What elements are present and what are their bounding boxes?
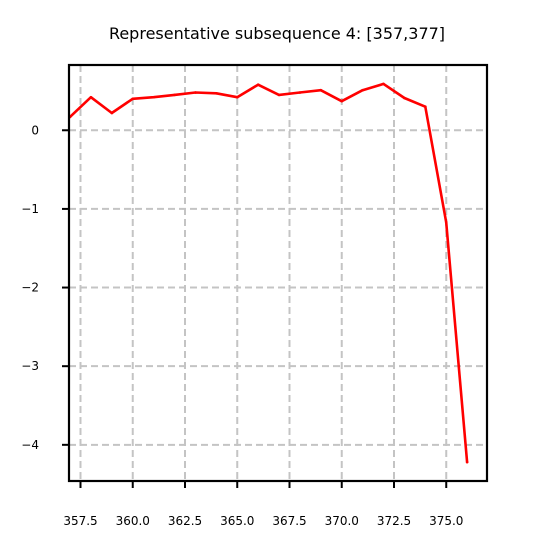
y-tick-label: −3: [21, 359, 39, 373]
data-point: [215, 92, 218, 95]
y-tick-label: −2: [21, 281, 39, 295]
series-line: [68, 82, 469, 464]
data-point: [340, 99, 344, 103]
data-point: [465, 460, 469, 464]
x-tick-label: 362.5: [168, 514, 202, 528]
data-point: [424, 105, 427, 108]
x-tick-label: 365.0: [220, 514, 254, 528]
data-point: [194, 91, 197, 94]
y-tick-label: −4: [21, 438, 39, 452]
y-tick-label: 0: [31, 123, 39, 137]
data-point: [131, 97, 135, 101]
axis-ticks: [62, 129, 448, 488]
chart-title: Representative subsequence 4: [357,377]: [109, 24, 445, 43]
data-point: [173, 93, 176, 97]
data-point: [235, 95, 239, 99]
x-tick-label: 360.0: [116, 514, 150, 528]
data-point: [444, 220, 448, 224]
x-tick-label: 375.0: [429, 514, 463, 528]
data-point: [403, 96, 406, 100]
data-point: [382, 82, 385, 86]
x-tick-label: 357.5: [63, 514, 97, 528]
axis-tick-labels: 357.5 360.0 362.5 365.0 367.5 370.0 372.5 375.0…: [21, 123, 463, 528]
x-tick-label: 370.0: [325, 514, 359, 528]
series-layer: [68, 82, 469, 464]
data-point: [110, 111, 114, 115]
data-point: [89, 95, 93, 99]
plot-frame: [67, 63, 489, 483]
data-point: [152, 95, 155, 99]
y-tick-label: −1: [21, 202, 39, 216]
x-tick-label: 367.5: [272, 514, 306, 528]
data-point: [361, 88, 364, 92]
grid: [69, 65, 487, 481]
x-tick-label: 372.5: [377, 514, 411, 528]
data-point: [319, 88, 323, 92]
data-point: [277, 93, 281, 97]
data-point: [256, 83, 260, 86]
data-point: [298, 91, 302, 94]
